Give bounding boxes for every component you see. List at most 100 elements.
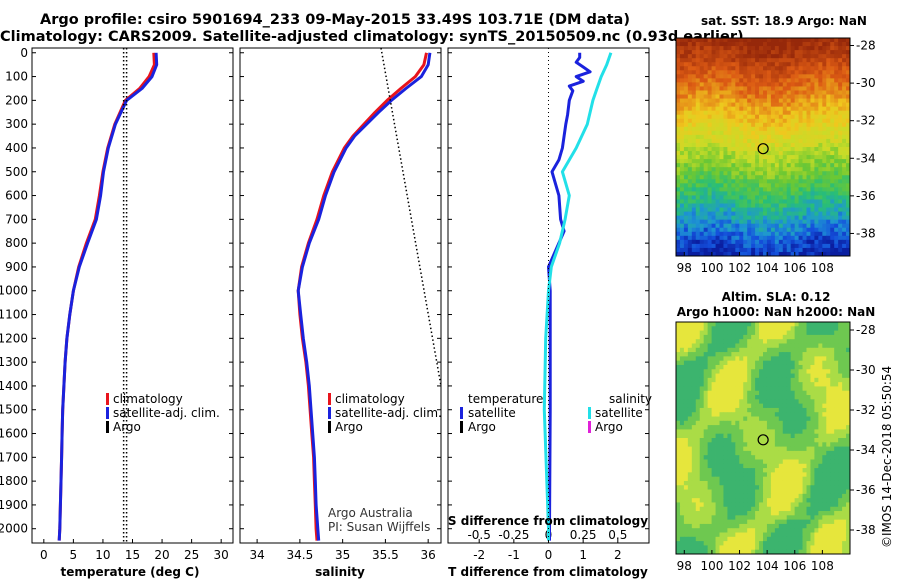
- map-cell: [739, 480, 744, 486]
- map-cell: [794, 90, 799, 95]
- map-cell: [695, 549, 701, 555]
- map-cell: [830, 38, 835, 43]
- map-cell: [679, 78, 685, 83]
- map-cell: [731, 377, 736, 383]
- map-cell: [763, 86, 768, 91]
- map-cell: [790, 223, 796, 229]
- map-cell: [794, 46, 799, 51]
- map-cell: [751, 191, 756, 196]
- map-cell: [731, 151, 736, 156]
- map-cell: [822, 223, 827, 229]
- map-cell: [766, 134, 772, 140]
- map-cell: [774, 247, 780, 253]
- map-cell: [846, 459, 851, 465]
- map-cell: [830, 219, 835, 225]
- map-cell: [838, 330, 843, 336]
- map-cell: [711, 334, 716, 340]
- map-cell: [806, 118, 811, 124]
- map-cell: [715, 126, 720, 132]
- map-cell: [759, 416, 764, 422]
- map-cell: [691, 433, 697, 439]
- map-cell: [778, 412, 784, 417]
- map-cell: [731, 412, 736, 417]
- map-cell: [723, 390, 728, 396]
- map-cell: [699, 472, 705, 478]
- map-cell: [735, 330, 740, 336]
- map-cell: [755, 239, 760, 245]
- map-cell: [766, 74, 772, 79]
- map-cell: [814, 472, 819, 478]
- map-cell: [774, 343, 780, 349]
- map-cell: [782, 98, 788, 103]
- map-cell: [842, 545, 847, 551]
- map-cell: [778, 339, 784, 344]
- map-cell: [727, 126, 732, 132]
- map-cell: [695, 163, 701, 168]
- map-cell: [842, 215, 847, 221]
- map-cell: [711, 322, 716, 327]
- map-cell: [691, 339, 697, 344]
- map-cell: [830, 498, 835, 503]
- map-cell: [735, 360, 740, 366]
- map-cell: [703, 243, 709, 249]
- map-cell: [842, 536, 847, 542]
- map-cell: [782, 62, 788, 67]
- map-cell: [751, 54, 756, 59]
- map-cell: [790, 50, 796, 55]
- map-cell: [782, 369, 788, 374]
- map-cell: [751, 175, 756, 180]
- map-cell: [751, 511, 756, 516]
- map-cell: [826, 243, 831, 249]
- map-cell: [679, 191, 685, 196]
- map-cell: [676, 403, 681, 409]
- map-cell: [683, 356, 689, 362]
- map-cell: [727, 515, 732, 521]
- map-cell: [691, 231, 697, 237]
- map-cell: [707, 46, 712, 51]
- map-cell: [691, 420, 697, 426]
- map-cell: [695, 493, 701, 499]
- map-cell: [727, 171, 732, 176]
- map-cell: [830, 122, 835, 128]
- map-cell: [751, 195, 756, 200]
- map-cell: [778, 66, 784, 71]
- map-cell: [838, 455, 843, 460]
- map-cell: [739, 163, 744, 168]
- map-cell: [818, 223, 823, 229]
- map-cell: [719, 399, 724, 405]
- map-cell: [826, 114, 831, 120]
- map-cell: [842, 343, 847, 349]
- map-cell: [770, 199, 776, 204]
- map-cell: [798, 159, 803, 164]
- map-cell: [782, 231, 788, 237]
- map-cell: [786, 532, 792, 538]
- map-cell: [842, 191, 847, 196]
- map-cell: [838, 536, 843, 542]
- map-cell: [778, 219, 784, 225]
- map-cell: [798, 179, 803, 184]
- map-cell: [778, 142, 784, 148]
- map-cell: [826, 98, 831, 103]
- map-cell: [810, 373, 815, 379]
- map-cell: [838, 82, 843, 87]
- map-cell: [731, 191, 736, 196]
- map-cell: [751, 326, 756, 331]
- map-cell: [814, 407, 819, 413]
- map-cell: [790, 463, 796, 469]
- map-cell: [727, 536, 732, 542]
- map-cell: [842, 433, 847, 439]
- map-cell: [735, 493, 740, 499]
- map-cell: [786, 239, 792, 245]
- map-cell: [683, 339, 689, 344]
- map-cell: [802, 114, 807, 120]
- map-cell: [755, 403, 760, 409]
- map-cell: [842, 330, 847, 336]
- map-cell: [778, 227, 784, 233]
- map-cell: [676, 231, 681, 237]
- map-cell: [782, 390, 788, 396]
- map-cell: [786, 195, 792, 200]
- map-cell: [822, 429, 827, 435]
- map-cell: [747, 356, 752, 362]
- map-cell: [766, 373, 772, 379]
- map-cell: [711, 38, 716, 43]
